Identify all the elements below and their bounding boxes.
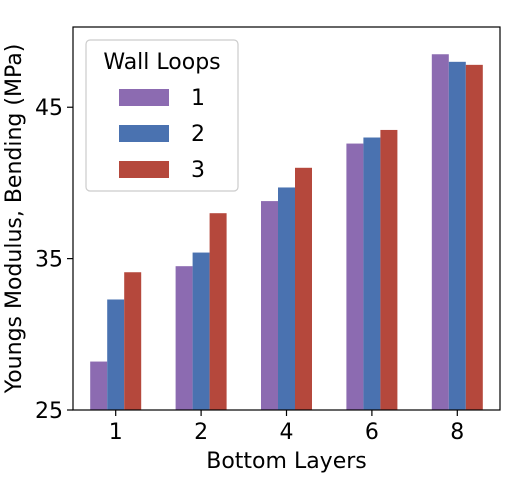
bars-group <box>90 54 483 411</box>
bar-layers-8-loops-2 <box>448 61 466 411</box>
legend-swatch-3 <box>119 161 169 178</box>
bar-layers-1-loops-2 <box>107 299 125 410</box>
legend-swatch-1 <box>119 89 169 106</box>
x-axis-label: Bottom Layers <box>206 449 367 474</box>
bar-layers-6-loops-2 <box>363 137 381 410</box>
bar-layers-6-loops-3 <box>380 129 398 410</box>
legend-entries: 1 2 3 <box>119 86 205 183</box>
x-tick-label: 6 <box>365 420 379 445</box>
legend-label-2: 2 <box>191 122 205 147</box>
bar-layers-8-loops-3 <box>465 64 483 410</box>
y-axis-label: Youngs Modulus, Bending (MPa) <box>2 44 27 395</box>
bar-layers-2-loops-3 <box>209 213 227 410</box>
bar-layers-4-loops-2 <box>278 187 295 410</box>
legend-label-1: 1 <box>191 86 205 111</box>
x-tick-label: 4 <box>280 420 294 445</box>
x-tick-label: 2 <box>194 420 208 445</box>
y-tick-label: 25 <box>35 399 63 424</box>
bar-layers-2-loops-2 <box>192 252 210 410</box>
x-axis-ticks: 1 2 4 6 8 <box>109 410 464 445</box>
bar-layers-4-loops-3 <box>295 167 312 410</box>
bar-layers-1-loops-1 <box>90 361 108 410</box>
bar-layers-8-loops-1 <box>431 54 449 410</box>
legend-swatch-2 <box>119 125 169 142</box>
x-tick-label: 8 <box>450 420 464 445</box>
y-tick-label: 35 <box>35 248 63 273</box>
y-tick-label: 45 <box>35 96 63 121</box>
bar-layers-6-loops-1 <box>346 143 364 410</box>
legend-title: Wall Loops <box>103 50 220 75</box>
legend-box <box>85 39 239 192</box>
legend-label-3: 3 <box>191 158 205 183</box>
x-tick-label: 1 <box>109 420 123 445</box>
legend: Wall Loops 1 2 3 <box>85 39 239 192</box>
y-axis-ticks: 25 35 45 <box>35 96 73 424</box>
bar-layers-4-loops-1 <box>261 201 278 410</box>
bar-layers-1-loops-3 <box>124 272 142 410</box>
bar-layers-2-loops-1 <box>175 266 193 410</box>
